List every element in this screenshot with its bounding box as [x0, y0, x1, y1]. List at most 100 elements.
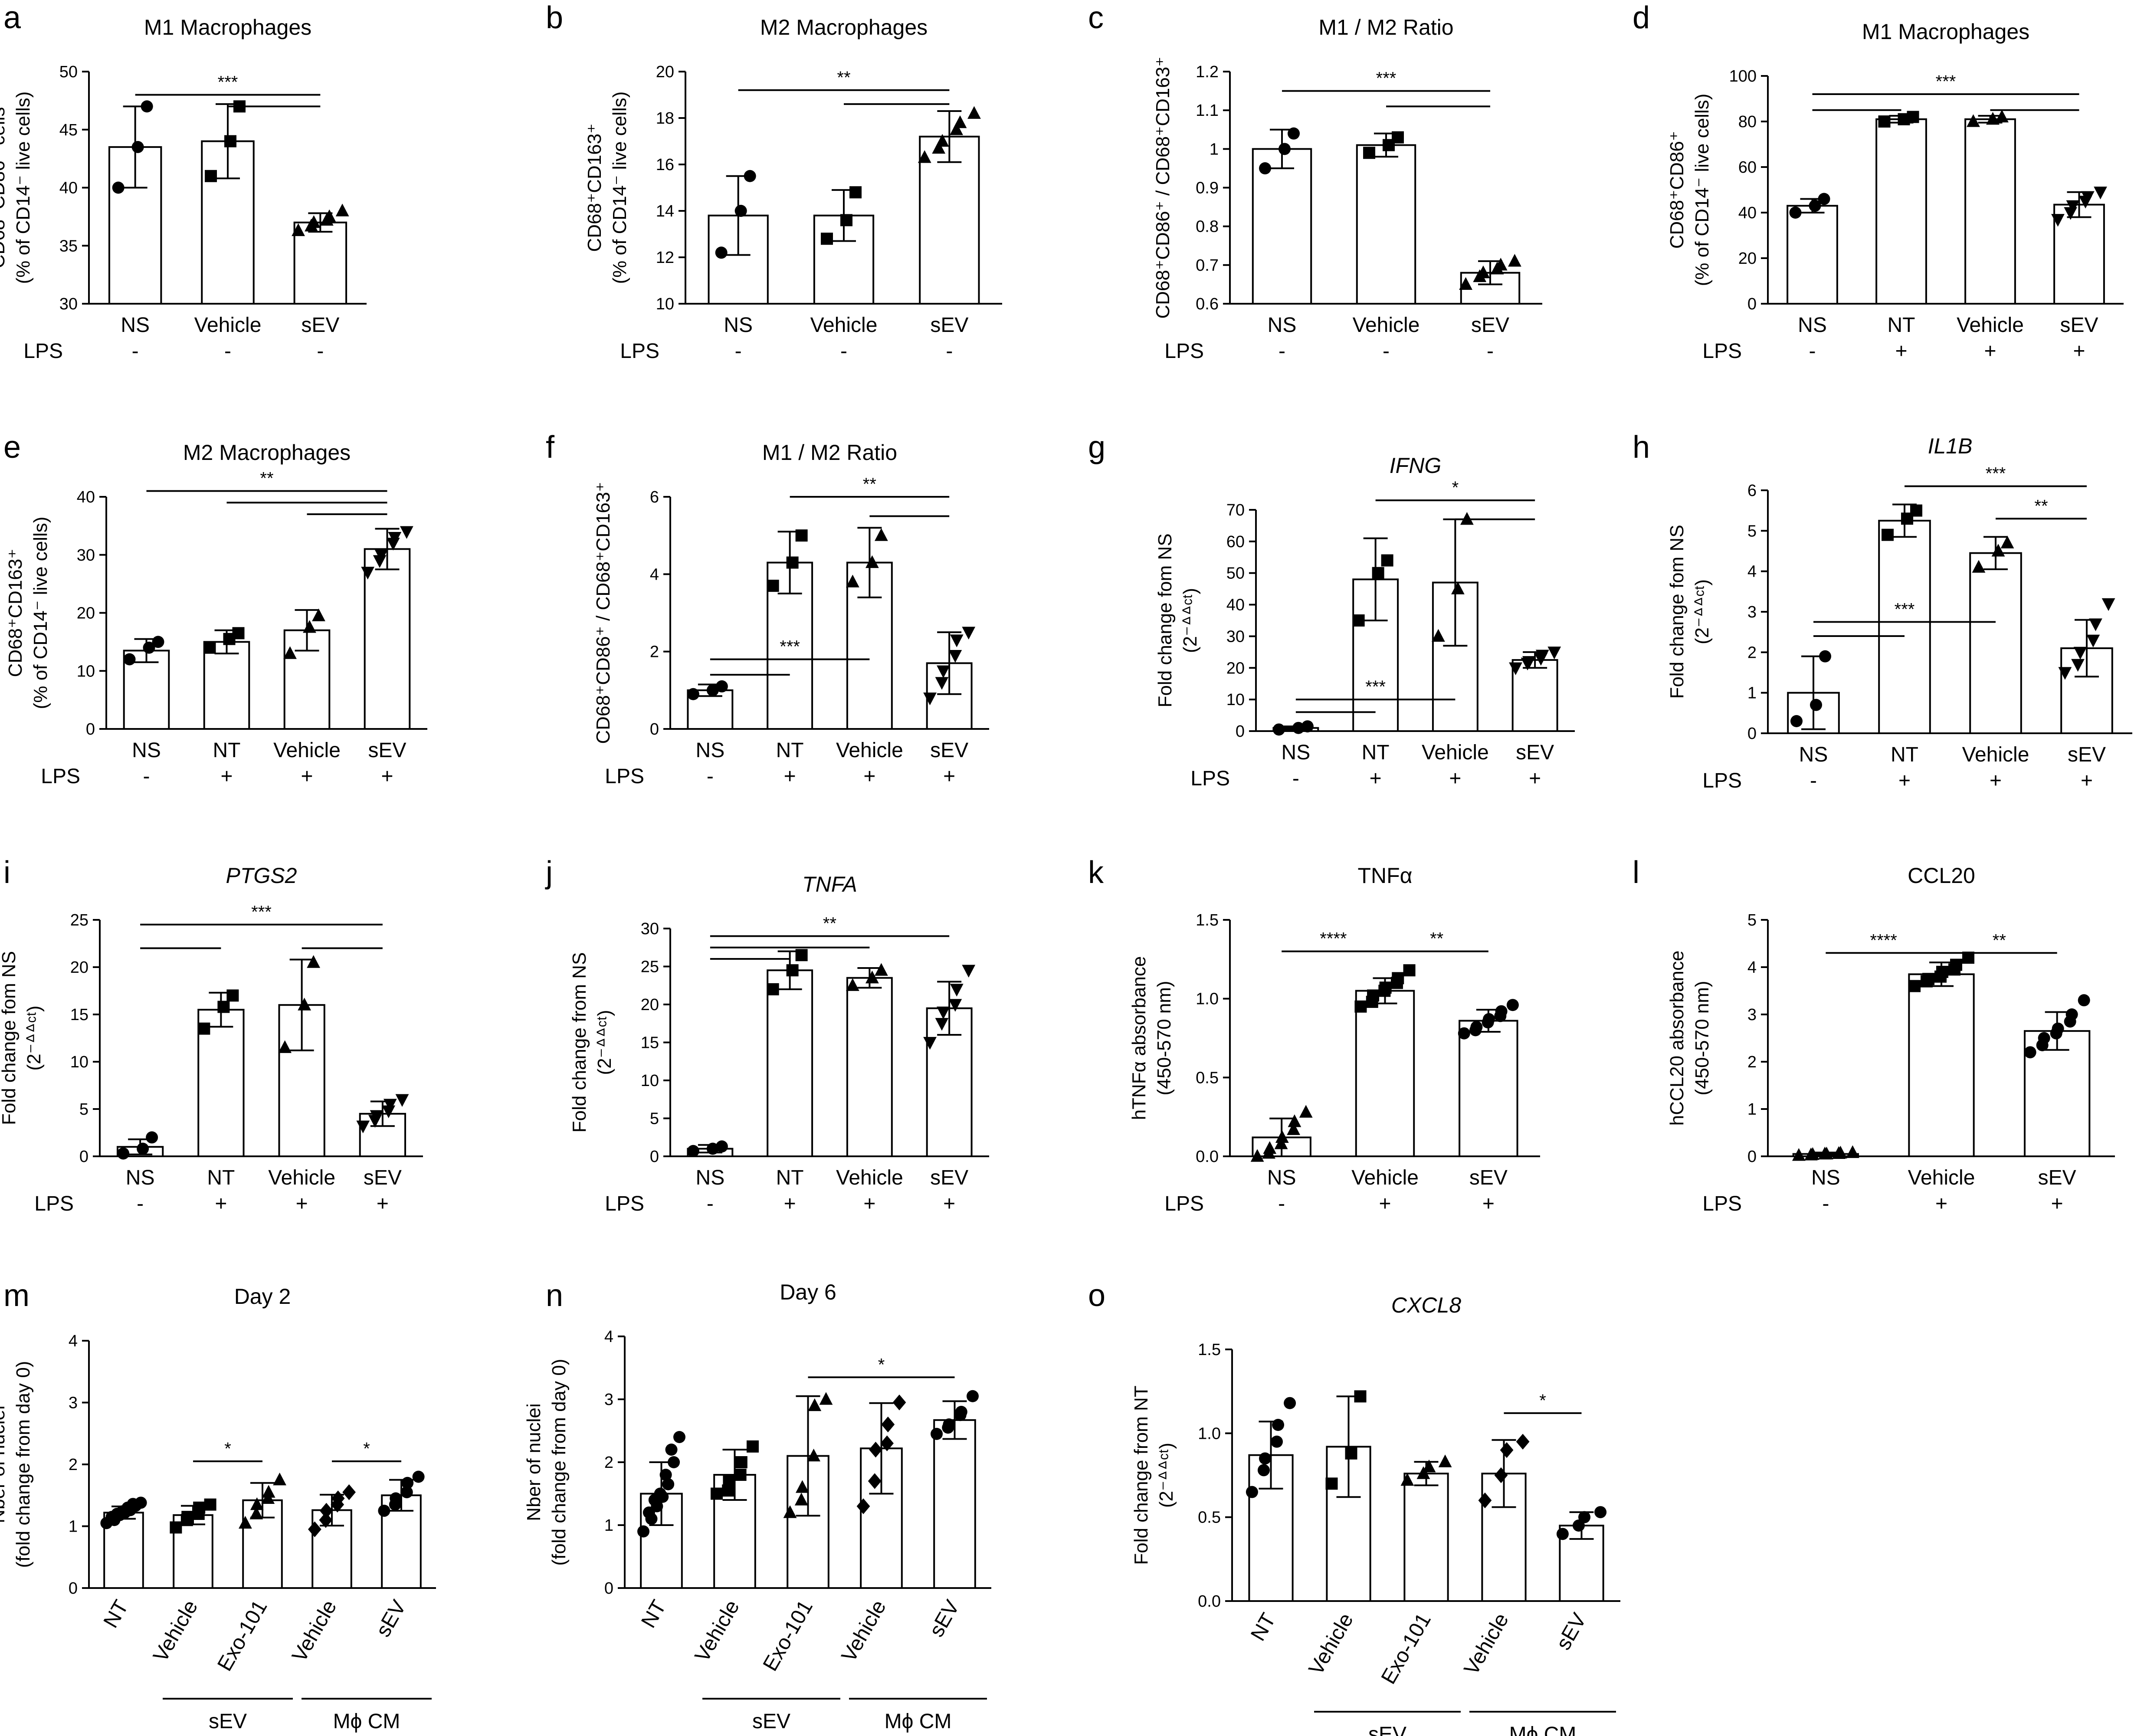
- chart-title: M2 Macrophages: [183, 440, 351, 465]
- x-tick-label: NS: [132, 739, 161, 762]
- data-point: [1506, 999, 1519, 1011]
- y-tick-label: 3: [604, 1391, 613, 1409]
- chart-title: TNFA: [802, 872, 857, 896]
- data-point: [273, 1472, 286, 1486]
- panel-d: d M1 Macrophages 0 20 40 60 80 100 CD68⁺CD86⁺ (% …: [1633, 0, 2124, 363]
- x-tick-label: NT: [99, 1596, 133, 1632]
- significance-label: ***: [1376, 69, 1397, 88]
- y-tick-label: 0.9: [1196, 179, 1219, 197]
- data-point: [1438, 1454, 1452, 1467]
- data-point: [1991, 544, 2005, 557]
- chart-title: PTGS2: [226, 863, 297, 888]
- lps-label: LPS: [1702, 1192, 1742, 1215]
- y-tick-label: 12: [656, 249, 674, 267]
- data-point: [1325, 1477, 1338, 1490]
- significance-label: **: [260, 469, 273, 488]
- data-point: [1972, 560, 1986, 573]
- data-point: [1907, 111, 1919, 123]
- y-tick-label: 25: [641, 958, 659, 976]
- data-point: [262, 1485, 275, 1498]
- data-point: [735, 1456, 747, 1468]
- data-point: [123, 653, 136, 666]
- lps-sign: -: [707, 1192, 714, 1215]
- x-tick-label: NS: [1799, 743, 1828, 766]
- data-point: [2052, 1022, 2064, 1035]
- y-axis-label: CD68⁺CD86⁺ / CD68⁺CD163⁺: [593, 482, 614, 744]
- y-tick-label: 0: [1747, 725, 1757, 743]
- data-point: [331, 1490, 345, 1506]
- y-tick-label: 0.0: [1196, 1148, 1219, 1166]
- y-axis-label: CD68⁺CD163⁺: [584, 124, 605, 252]
- panel-j: j TNFA 0 5 10 15 20 25 30 Fold change from NS (2⁻ᐞ…: [545, 855, 989, 1215]
- data-point: [319, 1503, 333, 1519]
- data-point: [744, 170, 756, 182]
- y-tick-label: 1: [1210, 140, 1219, 158]
- bar: [1511, 659, 1558, 732]
- bar: [1878, 520, 1931, 734]
- data-point: [2089, 618, 2102, 631]
- x-tick-label: NS: [696, 739, 725, 762]
- data-point: [1476, 265, 1490, 279]
- x-tick-label: Vehicle: [288, 1596, 341, 1666]
- data-point: [1833, 1145, 1847, 1158]
- x-tick-label: NT: [1891, 743, 1918, 766]
- data-point: [948, 999, 962, 1012]
- data-point: [232, 627, 245, 640]
- y-tick-label: 3: [69, 1394, 78, 1412]
- data-point: [1250, 1149, 1264, 1162]
- lps-sign: -: [143, 765, 150, 788]
- data-point: [950, 984, 964, 997]
- y-tick-label: 4: [69, 1332, 78, 1350]
- data-point: [673, 1431, 685, 1443]
- bar: [1787, 205, 1838, 305]
- y-tick-label: 100: [1729, 67, 1757, 85]
- data-point: [143, 641, 155, 654]
- data-point: [1288, 1114, 1301, 1127]
- data-point: [2101, 598, 2115, 611]
- panel-letter: j: [545, 855, 553, 890]
- y-tick-label: 0: [1747, 295, 1757, 313]
- chart-title: M2 Macrophages: [760, 15, 928, 39]
- y-tick-label: 35: [59, 237, 78, 255]
- data-point: [734, 205, 747, 217]
- y-tick-label: 20: [1226, 659, 1245, 677]
- data-point: [112, 181, 125, 194]
- data-point: [807, 1448, 820, 1462]
- data-point: [1363, 147, 1375, 159]
- y-tick-label: 0: [650, 1148, 659, 1166]
- y-tick-label: 2: [1747, 1053, 1757, 1071]
- x-tick-label: sEV: [368, 739, 406, 762]
- data-point: [1995, 109, 2009, 123]
- data-point: [298, 998, 311, 1011]
- lps-sign: +: [301, 765, 313, 788]
- data-point: [308, 1521, 321, 1537]
- x-tick-label: NS: [696, 1166, 725, 1189]
- significance-label: **: [2034, 496, 2048, 515]
- data-point: [659, 1469, 672, 1481]
- lps-sign: +: [784, 765, 796, 788]
- data-point: [2081, 191, 2095, 204]
- data-point: [1451, 581, 1465, 594]
- group-label: sEV: [209, 1710, 247, 1733]
- x-tick-label: NT: [213, 739, 241, 762]
- data-point: [370, 1110, 384, 1123]
- data-point: [205, 170, 217, 182]
- lps-sign: -: [1487, 340, 1494, 363]
- data-point: [204, 1498, 216, 1511]
- data-point: [1354, 1390, 1367, 1403]
- data-point: [1246, 1486, 1258, 1498]
- y-axis-label: (450-570 nm): [1154, 981, 1175, 1095]
- data-point: [1288, 127, 1300, 140]
- data-point: [2073, 646, 2087, 660]
- data-point: [322, 209, 336, 222]
- panel-letter: d: [1633, 0, 1650, 35]
- data-point: [401, 1477, 414, 1489]
- y-tick-label: 50: [1226, 564, 1245, 583]
- data-point: [307, 215, 321, 228]
- data-point: [382, 1105, 396, 1119]
- data-point: [400, 526, 413, 539]
- x-tick-label: sEV: [930, 739, 968, 762]
- y-tick-label: 1.0: [1196, 990, 1219, 1008]
- y-tick-label: 3: [1747, 1006, 1757, 1024]
- data-point: [794, 1493, 808, 1506]
